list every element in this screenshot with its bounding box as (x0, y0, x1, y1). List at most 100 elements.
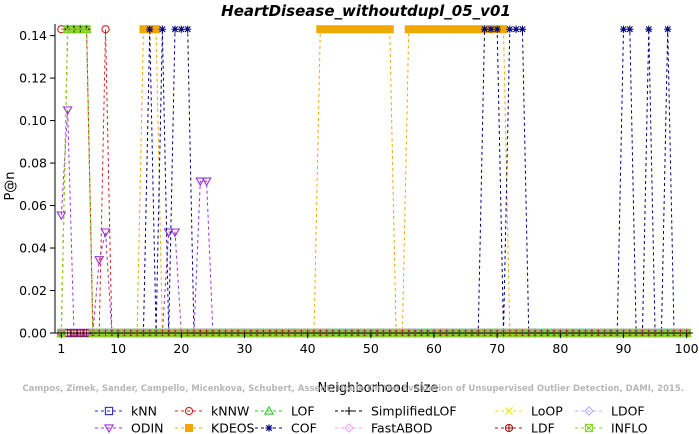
data-point (201, 177, 212, 187)
series-cof (139, 25, 678, 337)
legend-item: KDEOS (175, 421, 255, 434)
legend-item: kNNW (175, 404, 249, 419)
legend-item: ODIN (95, 421, 164, 434)
series-line-loop (60, 28, 687, 334)
series-inflo (57, 25, 691, 338)
x-tick-label: 1 (57, 341, 65, 356)
legend: kNN kNNW LOF SimplifiedLOF LoOP LDOF ODIN KDEOS… (95, 404, 648, 434)
legend-item: LOF (255, 404, 315, 419)
legend-label: COF (291, 421, 317, 434)
legend-marker (104, 406, 114, 416)
x-tick-label: 60 (426, 341, 442, 356)
legend-item: INFLO (575, 421, 648, 434)
data-point (152, 25, 161, 34)
series-knnw (57, 25, 691, 338)
y-tick-label: 0.02 (19, 283, 47, 298)
chart-title: HeartDisease_withoutdupl_05_v01 (221, 2, 511, 20)
data-point (171, 25, 179, 33)
series-line-inflo (60, 28, 687, 334)
series-line-simplifiedlof (60, 28, 687, 334)
x-tick-label: 70 (489, 341, 505, 356)
x-tick-label: 20 (173, 341, 189, 356)
data-point (94, 256, 105, 265)
legend-item: LoOP (495, 404, 563, 419)
x-tick-label: 40 (300, 341, 316, 356)
data-point (146, 25, 154, 33)
legend-marker (504, 423, 514, 433)
series-line-cof (142, 28, 675, 334)
legend-marker (584, 423, 594, 433)
data-point (480, 25, 489, 33)
x-tick-label: 50 (363, 341, 379, 356)
data-point (499, 25, 508, 34)
legend-item: FastABOD (335, 421, 433, 434)
legend-marker (184, 406, 194, 416)
data-point (645, 25, 653, 33)
x-tick-label: 90 (616, 341, 632, 356)
x-tick-label: 80 (552, 341, 568, 356)
data-point (177, 25, 185, 33)
y-tick-label: 0.12 (19, 71, 47, 86)
legend-label: SimplifiedLOF (371, 404, 457, 419)
data-point (195, 177, 206, 187)
legend-marker (344, 423, 354, 433)
y-tick-label: 0.04 (19, 241, 47, 256)
data-point (518, 25, 527, 33)
data-point (100, 228, 111, 238)
data-point (506, 25, 514, 33)
legend-marker (265, 424, 273, 432)
legend-item: COF (255, 421, 317, 434)
y-tick-label: 0.00 (19, 326, 47, 341)
legend-item: kNN (95, 404, 157, 419)
legend-label: kNN (131, 404, 157, 419)
data-point (158, 25, 166, 33)
data-point (493, 25, 501, 33)
x-axis-label: Neighborhood size (318, 381, 439, 396)
legend-marker (103, 424, 115, 434)
y-tick-label: 0.06 (19, 198, 47, 213)
series-lof (56, 24, 692, 337)
data-point (82, 25, 91, 34)
legend-marker (505, 407, 513, 415)
watermark: Campos, Zimek, Sander, Campello, Micenko… (22, 384, 684, 394)
legend-item: LDOF (575, 404, 645, 419)
data-point (487, 25, 495, 33)
y-tick-label: 0.08 (19, 156, 47, 171)
y-tick-label: 0.10 (19, 113, 47, 128)
data-point (619, 25, 628, 33)
series-kdeos (133, 25, 521, 337)
data-point (184, 25, 192, 33)
legend-label: FastABOD (371, 421, 433, 434)
data-point (56, 211, 67, 221)
x-tick-label: 10 (110, 341, 126, 356)
y-axis-label: P@n (3, 171, 18, 200)
legend-item: SimplifiedLOF (335, 404, 457, 419)
data-point (626, 25, 634, 33)
x-tick-label: 30 (237, 341, 253, 356)
legend-marker (263, 405, 275, 415)
legend-label: LoOP (531, 404, 563, 419)
legend-item: LDF (495, 421, 555, 434)
data-point (101, 25, 110, 34)
series-line-lof (60, 28, 687, 334)
data-point (664, 25, 672, 33)
legend-marker (184, 423, 193, 432)
legend-marker (344, 406, 354, 416)
data-point (385, 25, 394, 34)
legend-label: ODIN (131, 421, 164, 434)
legend-label: LDF (531, 421, 555, 434)
legend-label: LDOF (611, 404, 645, 419)
x-tick-label: 100 (675, 341, 699, 356)
legend-label: kNNW (211, 404, 249, 419)
data-point (169, 228, 181, 238)
series-loop (57, 25, 691, 337)
series-simplifiedlof (57, 25, 691, 338)
legend-label: LOF (291, 404, 315, 419)
y-tick-label: 0.14 (19, 28, 47, 43)
legend-marker (584, 406, 594, 416)
data-point (512, 25, 520, 33)
series-line-knnw (61, 28, 687, 334)
series-line-kdeos (136, 28, 517, 334)
legend-label: INFLO (611, 421, 648, 434)
